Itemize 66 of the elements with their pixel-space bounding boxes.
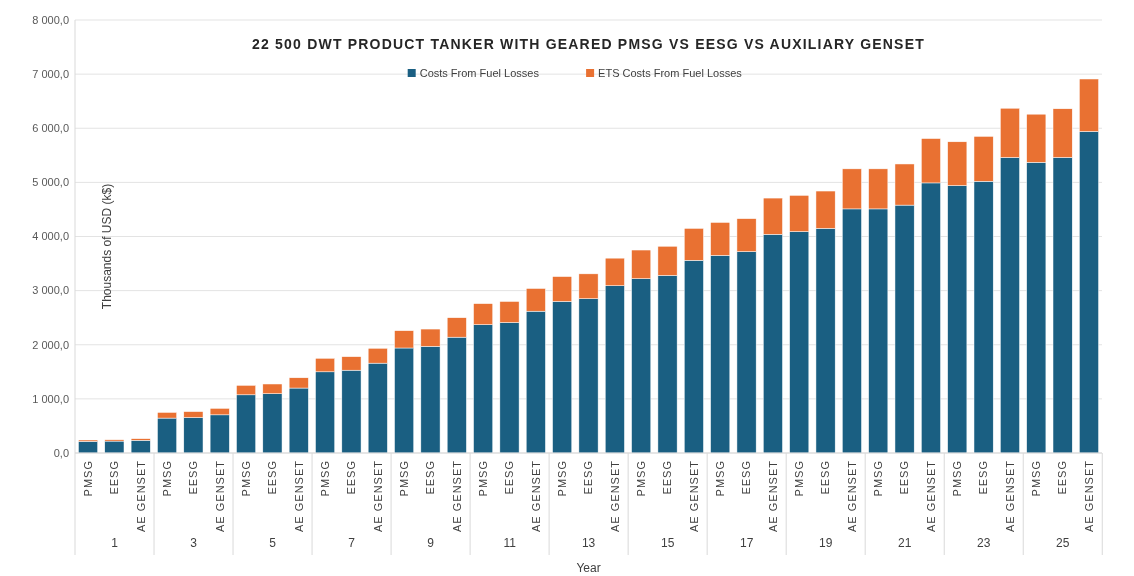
x-tick-label: PMSG bbox=[1030, 460, 1043, 497]
x-tick-label: EESG bbox=[819, 460, 832, 495]
text: 11 bbox=[503, 536, 517, 550]
x-tick-label: EESG bbox=[424, 460, 437, 495]
x-tick-label: PMSG bbox=[951, 460, 964, 497]
y-tick-label: 8 000,0 bbox=[32, 13, 69, 26]
text: 13 bbox=[581, 536, 596, 550]
x-tick-label: PMSG bbox=[160, 460, 173, 497]
x-tick-label: EESG bbox=[977, 460, 990, 495]
text: 17 bbox=[739, 536, 754, 550]
x-tick-label: EESG bbox=[1056, 460, 1069, 495]
text: 3 bbox=[190, 536, 198, 550]
x-tick-label: AE GENSET bbox=[450, 460, 463, 532]
text: 19 bbox=[819, 536, 833, 550]
x-tick-label: PMSG bbox=[476, 460, 489, 497]
x-tick-label: AE GENSET bbox=[766, 460, 779, 532]
y-tick-label: 7 000,0 bbox=[32, 67, 69, 80]
x-tick-label: AE GENSET bbox=[1082, 460, 1095, 532]
x-tick-label: AE GENSET bbox=[529, 460, 542, 532]
x-tick-label: AE GENSET bbox=[292, 460, 305, 532]
text: 7 bbox=[348, 536, 356, 550]
x-tick-label: AE GENSET bbox=[924, 460, 937, 532]
x-tick-label: AE GENSET bbox=[1003, 460, 1016, 532]
x-tick-label: EESG bbox=[898, 460, 911, 495]
y-tick-label: 4 000,0 bbox=[32, 230, 69, 243]
x-tick-label: EESG bbox=[661, 460, 674, 495]
x-axis-title: Year bbox=[576, 561, 601, 575]
x-tick-label: EESG bbox=[108, 460, 121, 495]
x-tick-label: AE GENSET bbox=[845, 460, 858, 532]
text: 1 bbox=[111, 536, 119, 550]
text: 25 bbox=[1056, 536, 1070, 550]
x-tick-label: PMSG bbox=[793, 460, 806, 497]
x-tick-label: EESG bbox=[345, 460, 358, 495]
text: 21 bbox=[898, 536, 912, 550]
text: 23 bbox=[977, 536, 991, 550]
text: 22 500 DWT PRODUCT TANKER WITH GEARED PMSG VS EESG VS AUXILIARY GENSET bbox=[252, 36, 925, 52]
x-tick-label: PMSG bbox=[397, 460, 410, 497]
text: 9 bbox=[427, 536, 435, 550]
legend-label: Costs From Fuel Losses bbox=[419, 66, 540, 79]
y-tick-label: 5 000,0 bbox=[32, 176, 69, 189]
x-tick-label: AE GENSET bbox=[687, 460, 700, 532]
x-tick-label: EESG bbox=[503, 460, 516, 495]
x-tick-label: EESG bbox=[582, 460, 595, 495]
x-tick-label: PMSG bbox=[872, 460, 885, 497]
x-tick-label: AE GENSET bbox=[134, 460, 147, 532]
x-tick-label: PMSG bbox=[318, 460, 331, 497]
y-tick-label: 1 000,0 bbox=[32, 392, 69, 405]
y-axis-title: Thousands of USD (k$) bbox=[100, 183, 114, 310]
x-tick-label: PMSG bbox=[635, 460, 648, 497]
y-tick-label: 0,0 bbox=[53, 446, 69, 459]
x-tick-label: PMSG bbox=[714, 460, 727, 497]
y-tick-label: 2 000,0 bbox=[32, 338, 69, 351]
x-tick-label: AE GENSET bbox=[213, 460, 226, 532]
x-tick-label: EESG bbox=[266, 460, 279, 495]
x-tick-label: EESG bbox=[740, 460, 753, 495]
x-tick-label: PMSG bbox=[239, 460, 252, 497]
legend-label: ETS Costs From Fuel Losses bbox=[598, 66, 743, 79]
x-tick-label: AE GENSET bbox=[608, 460, 621, 532]
y-tick-label: 6 000,0 bbox=[32, 122, 69, 135]
x-tick-label: PMSG bbox=[81, 460, 94, 497]
x-tick-label: EESG bbox=[187, 460, 200, 495]
text: 5 bbox=[269, 536, 277, 550]
x-tick-label: AE GENSET bbox=[371, 460, 384, 532]
x-tick-label: PMSG bbox=[556, 460, 569, 497]
y-tick-label: 3 000,0 bbox=[32, 284, 69, 297]
text: 15 bbox=[660, 536, 675, 550]
